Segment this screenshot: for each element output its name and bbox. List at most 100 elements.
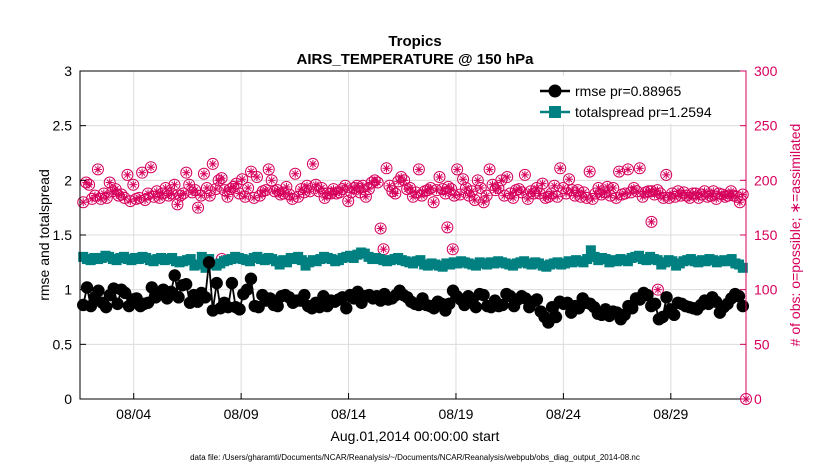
obs-assimilated-marker bbox=[448, 185, 455, 193]
obs-count-point bbox=[613, 165, 626, 178]
obs-count-point bbox=[645, 215, 658, 228]
obs-count-point bbox=[377, 243, 390, 256]
obs-assimilated-marker bbox=[562, 190, 570, 197]
obs-assimilated-marker bbox=[654, 286, 662, 293]
obs-assimilated-marker bbox=[371, 177, 378, 184]
obs-count-point bbox=[421, 184, 434, 197]
obs-possible-marker bbox=[91, 163, 104, 176]
rmse-point bbox=[199, 291, 212, 304]
obs-possible-marker bbox=[215, 172, 228, 185]
obs-assimilated-marker bbox=[477, 184, 484, 192]
obs-count-point bbox=[451, 163, 464, 176]
obs-count-point bbox=[239, 190, 252, 203]
obs-possible-marker bbox=[197, 167, 210, 180]
obs-assimilated-marker bbox=[162, 184, 169, 192]
obs-assimilated-marker bbox=[309, 160, 317, 168]
obs-assimilated-marker bbox=[730, 192, 738, 199]
obs-assimilated-marker bbox=[400, 177, 408, 184]
obs-count-point bbox=[446, 243, 459, 256]
obs-possible-marker bbox=[177, 187, 190, 200]
obs-count-point bbox=[389, 187, 402, 200]
x-tick-label: 08/19 bbox=[438, 406, 473, 422]
spread-point bbox=[200, 262, 211, 273]
obs-possible-marker bbox=[336, 183, 349, 196]
obs-count-series bbox=[77, 157, 752, 405]
obs-count-point bbox=[398, 174, 411, 187]
y-tick-label-right: 50 bbox=[754, 336, 770, 352]
obs-assimilated-marker bbox=[197, 192, 205, 199]
obs-count-point bbox=[174, 189, 187, 202]
obs-assimilated-marker bbox=[144, 190, 152, 197]
obs-count-point bbox=[480, 189, 493, 202]
obs-assimilated-marker bbox=[701, 188, 708, 195]
obs-assimilated-marker bbox=[130, 181, 137, 188]
obs-assimilated-marker bbox=[462, 184, 470, 192]
obs-count-point bbox=[195, 189, 208, 202]
obs-possible-marker bbox=[474, 181, 487, 194]
obs-assimilated-marker bbox=[268, 177, 275, 184]
obs-assimilated-marker bbox=[191, 186, 199, 194]
legend-spread-label: totalspread pr=1.2594 bbox=[575, 104, 712, 120]
obs-possible-marker bbox=[139, 194, 152, 207]
obs-possible-marker bbox=[371, 176, 384, 189]
obs-assimilated-marker bbox=[183, 169, 190, 176]
obs-assimilated-marker bbox=[521, 171, 529, 179]
obs-count-point bbox=[221, 190, 234, 203]
rmse-point bbox=[80, 281, 94, 294]
obs-possible-marker bbox=[239, 190, 252, 203]
obs-assimilated-marker bbox=[233, 180, 240, 187]
obs-possible-marker bbox=[441, 221, 454, 234]
rmse-point bbox=[477, 288, 490, 302]
obs-assimilated-marker bbox=[180, 190, 187, 197]
obs-possible-marker bbox=[280, 180, 293, 193]
x-tick-label: 08/09 bbox=[224, 406, 259, 422]
spread-point bbox=[193, 259, 204, 270]
obs-count-point bbox=[457, 173, 470, 186]
obs-assimilated-marker bbox=[209, 160, 216, 168]
obs-possible-marker bbox=[171, 198, 184, 211]
obs-assimilated-marker bbox=[716, 190, 723, 197]
obs-assimilated-marker bbox=[536, 190, 543, 197]
obs-count-point bbox=[168, 178, 181, 191]
obs-possible-marker bbox=[501, 171, 514, 184]
obs-count-point bbox=[77, 196, 90, 209]
obs-count-point bbox=[471, 174, 484, 187]
obs-possible-marker bbox=[445, 183, 458, 196]
obs-possible-marker bbox=[736, 188, 749, 201]
obs-count-point bbox=[441, 221, 454, 234]
x-axis-label: Aug.01,2014 00:00:00 start bbox=[331, 428, 500, 444]
obs-assimilated-marker bbox=[318, 184, 325, 192]
obs-assimilated-marker bbox=[489, 181, 496, 188]
obs-count-point bbox=[118, 191, 131, 204]
obs-assimilated-marker bbox=[359, 182, 367, 189]
obs-count-point bbox=[171, 198, 184, 211]
obs-assimilated-marker bbox=[345, 197, 352, 205]
obs-count-point bbox=[180, 166, 193, 179]
rmse-point bbox=[233, 303, 246, 316]
obs-possible-marker bbox=[395, 171, 408, 184]
obs-assimilated-marker bbox=[445, 183, 452, 191]
obs-assimilated-marker bbox=[459, 176, 467, 183]
legend-spread-marker bbox=[549, 106, 561, 118]
obs-count-point bbox=[209, 183, 222, 196]
obs-assimilated-marker bbox=[442, 190, 449, 197]
rmse-point bbox=[340, 302, 353, 315]
totalspread-series bbox=[78, 245, 748, 273]
obs-assimilated-marker bbox=[168, 190, 175, 197]
obs-count-point bbox=[592, 181, 605, 194]
obs-assimilated-marker bbox=[186, 181, 193, 188]
obs-assimilated-marker bbox=[739, 191, 746, 198]
obs-possible-marker bbox=[206, 157, 219, 170]
spread-point bbox=[737, 262, 748, 273]
obs-possible-marker bbox=[507, 191, 520, 204]
rmse-point bbox=[549, 310, 563, 324]
rmse-point bbox=[732, 290, 746, 303]
y-tick-label-right: 150 bbox=[754, 227, 778, 243]
obs-possible-marker bbox=[192, 201, 205, 214]
obs-assimilated-marker bbox=[713, 195, 720, 203]
obs-possible-marker bbox=[342, 195, 355, 208]
obs-count-point bbox=[427, 196, 440, 209]
obs-assimilated-marker bbox=[206, 192, 214, 199]
obs-possible-marker bbox=[633, 162, 646, 175]
obs-count-point bbox=[710, 192, 723, 205]
